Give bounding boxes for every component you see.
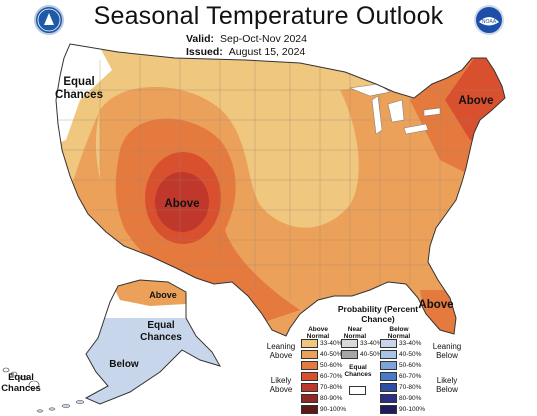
legend-header-near: Near Normal — [343, 326, 367, 340]
commerce-seal-icon — [34, 5, 64, 35]
legend-range-below: 40-50% — [399, 351, 422, 358]
legend-swatch-above — [301, 361, 318, 370]
legend-title: Probability (Percent Chance) — [337, 304, 419, 324]
legend-swatch-equal — [349, 386, 366, 395]
issued-value: August 15, 2024 — [228, 46, 306, 58]
legend-range-above: 33-40% — [320, 340, 343, 347]
legend-swatch-above — [301, 372, 318, 381]
label-equal-chances-hawaii: Equal Chances — [1, 372, 41, 394]
page-title: Seasonal Temperature Outlook — [93, 2, 444, 30]
label-above-southwest: Above — [164, 198, 200, 210]
legend-swatch-below — [380, 405, 397, 414]
valid-line: Valid: Sep-Oct-Nov 2024 — [186, 33, 307, 45]
legend-likely-below: Likely Below — [436, 376, 458, 394]
legend-range-above: 90-100% — [320, 406, 347, 413]
legend-range-below: 60-70% — [399, 373, 422, 380]
valid-label: Valid: — [186, 33, 215, 45]
legend-swatch-below — [380, 372, 397, 381]
label-equal-chances-alaska: Equal Chances — [140, 320, 182, 343]
aleutian-islands — [36, 400, 85, 413]
legend-range-above: 80-90% — [320, 395, 343, 402]
legend-swatch-near — [341, 339, 358, 348]
issued-line: Issued: August 15, 2024 — [186, 46, 305, 58]
label-above-northeast: Above — [458, 95, 494, 107]
legend-swatch-above — [301, 394, 318, 403]
legend-header-below: Below Normal — [387, 326, 411, 340]
label-equal-chances-west: Equal Chances — [55, 76, 103, 101]
legend-swatch-below — [380, 361, 397, 370]
legend-header-above: Above Normal — [306, 326, 330, 340]
southwest-70-80-region — [155, 172, 209, 232]
legend-swatch-below — [380, 383, 397, 392]
label-above-florida: Above — [418, 299, 454, 311]
legend-likely-above: Likely Above — [269, 376, 293, 394]
issued-label: Issued: — [186, 46, 223, 58]
legend-swatch-below — [380, 394, 397, 403]
legend-range-above: 40-50% — [320, 351, 343, 358]
alaska-above-region — [112, 280, 186, 306]
label-below-alaska: Below — [109, 359, 139, 370]
noaa-logo-icon: NOAA — [474, 5, 504, 35]
legend-range-below: 70-80% — [399, 384, 422, 391]
legend-equal-chances: Equal Chances — [344, 364, 372, 378]
legend-swatch-below — [380, 350, 397, 359]
legend-range-above: 70-80% — [320, 384, 343, 391]
probability-legend: Probability (Percent Chance) Above Norma… — [267, 304, 535, 414]
legend-swatch-above — [301, 350, 318, 359]
valid-value: Sep-Oct-Nov 2024 — [220, 33, 307, 45]
label-above-alaska: Above — [149, 290, 177, 300]
legend-range-below: 90-100% — [399, 406, 426, 413]
legend-range-near: 40-50% — [360, 351, 383, 358]
legend-range-near: 33-40% — [360, 340, 383, 347]
legend-swatch-below — [380, 339, 397, 348]
svg-text:NOAA: NOAA — [482, 19, 497, 25]
legend-range-below: 33-40% — [399, 340, 422, 347]
legend-leaning-above: Leaning Above — [266, 342, 296, 360]
legend-swatch-above — [301, 383, 318, 392]
legend-range-below: 50-60% — [399, 362, 422, 369]
legend-swatch-above — [301, 405, 318, 414]
legend-range-above: 60-70% — [320, 373, 343, 380]
legend-swatch-above — [301, 339, 318, 348]
hawaii-islands — [2, 367, 40, 390]
legend-range-below: 80-90% — [399, 395, 422, 402]
legend-range-above: 50-60% — [320, 362, 343, 369]
legend-leaning-below: Leaning Below — [432, 342, 462, 360]
legend-swatch-near — [341, 350, 358, 359]
